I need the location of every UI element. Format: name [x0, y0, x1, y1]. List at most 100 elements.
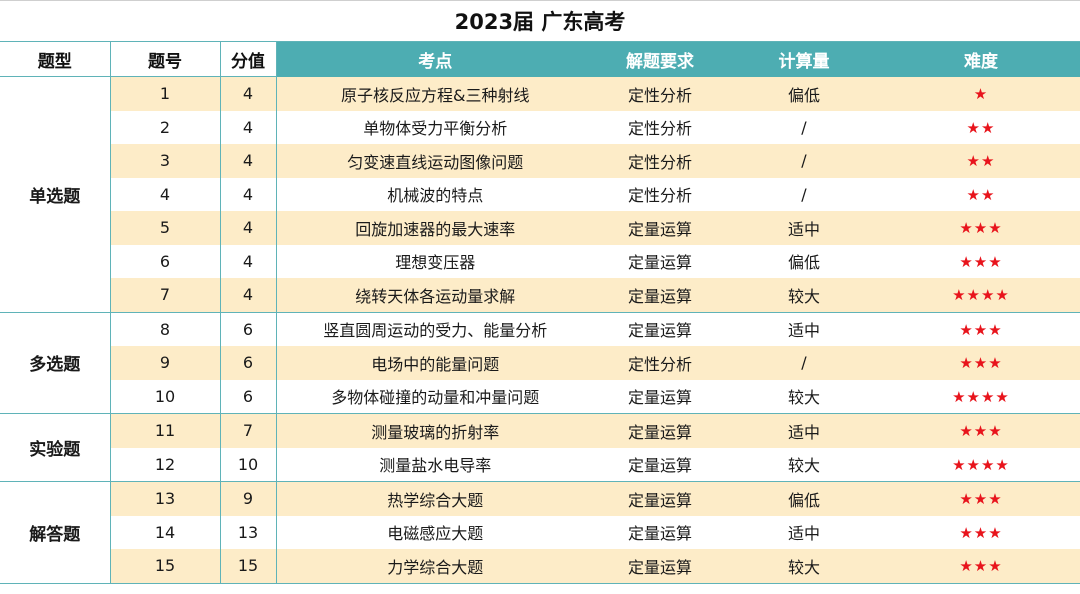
star-icon: ★★ [966, 118, 996, 137]
sheet-title: 2023届 广东高考 [0, 0, 1080, 42]
topic-cell: 电场中的能量问题 [276, 346, 594, 380]
question-number-cell: 2 [110, 110, 221, 144]
score-cell: 15 [220, 549, 277, 584]
difficulty-stars: ★★★★ [882, 447, 1080, 482]
question-number-cell: 6 [110, 244, 221, 278]
question-type-cell: 解答题 [0, 481, 111, 584]
header-requirement: 解题要求 [594, 42, 726, 77]
question-number-cell: 3 [110, 144, 221, 178]
calculation-cell: 较大 [726, 447, 882, 482]
difficulty-stars: ★★ [882, 144, 1080, 178]
table-row: 15 15 力学综合大题 定量运算 较大 ★★★ [0, 549, 1080, 584]
difficulty-stars: ★★★ [882, 211, 1080, 245]
topic-cell: 原子核反应方程&三种射线 [276, 76, 594, 111]
difficulty-stars: ★★ [882, 177, 1080, 211]
star-icon: ★★★ [959, 354, 1003, 373]
question-number-cell: 11 [110, 413, 221, 448]
question-number-cell: 10 [110, 379, 221, 414]
topic-cell: 测量玻璃的折射率 [276, 413, 594, 448]
table-row: 解答题 13 9 热学综合大题 定量运算 偏低 ★★★ [0, 481, 1080, 584]
requirement-cell: 定性分析 [594, 346, 726, 380]
star-icon: ★★★ [959, 523, 1003, 542]
difficulty-stars: ★★★ [882, 515, 1080, 549]
header-number: 题号 [110, 42, 221, 77]
requirement-cell: 定量运算 [594, 413, 726, 448]
table-row: 实验题 11 7 测量玻璃的折射率 定量运算 适中 ★★★ [0, 413, 1080, 482]
requirement-cell: 定性分析 [594, 144, 726, 178]
star-icon: ★★★ [959, 490, 1003, 509]
table-row: 12 10 测量盐水电导率 定量运算 较大 ★★★★ [0, 447, 1080, 482]
star-icon: ★★★ [959, 252, 1003, 271]
topic-cell: 匀变速直线运动图像问题 [276, 144, 594, 178]
requirement-cell: 定量运算 [594, 211, 726, 245]
requirement-cell: 定量运算 [594, 515, 726, 549]
exam-table: 题型 题号 分值 考点 解题要求 计算量 难度 单选题 1 4 原子核反应方程&三种射… [0, 42, 1080, 584]
question-type-cell: 多选题 [0, 312, 111, 414]
requirement-cell: 定量运算 [594, 379, 726, 414]
question-number-cell: 15 [110, 549, 221, 584]
question-number-cell: 14 [110, 515, 221, 549]
score-cell: 13 [220, 515, 277, 549]
table-row: 10 6 多物体碰撞的动量和冲量问题 定量运算 较大 ★★★★ [0, 379, 1080, 414]
requirement-cell: 定量运算 [594, 278, 726, 313]
score-cell: 4 [220, 76, 277, 111]
header-topic: 考点 [276, 42, 594, 77]
header-difficulty: 难度 [882, 42, 1080, 77]
header-row: 题型 题号 分值 考点 解题要求 计算量 难度 [0, 42, 1080, 77]
score-cell: 7 [220, 413, 277, 448]
header-calculation: 计算量 [726, 42, 882, 77]
topic-cell: 绕转天体各运动量求解 [276, 278, 594, 313]
star-icon: ★★★ [959, 422, 1003, 441]
difficulty-stars: ★★★ [882, 244, 1080, 278]
calculation-cell: / [726, 346, 882, 380]
difficulty-stars: ★★★ [882, 346, 1080, 380]
table-row: 单选题 1 4 原子核反应方程&三种射线 定性分析 偏低 ★ [0, 76, 1080, 313]
table-body: 单选题 1 4 原子核反应方程&三种射线 定性分析 偏低 ★ 2 4 单物体受力平衡分析 定性分析 /… [0, 76, 1080, 584]
requirement-cell: 定量运算 [594, 549, 726, 584]
requirement-cell: 定量运算 [594, 244, 726, 278]
calculation-cell: / [726, 110, 882, 144]
topic-cell: 测量盐水电导率 [276, 447, 594, 482]
difficulty-stars: ★ [882, 76, 1080, 111]
question-number-cell: 5 [110, 211, 221, 245]
topic-cell: 热学综合大题 [276, 481, 594, 516]
calculation-cell: 偏低 [726, 76, 882, 111]
difficulty-stars: ★★★ [882, 312, 1080, 346]
star-icon: ★★★ [959, 219, 1003, 238]
table-row: 3 4 匀变速直线运动图像问题 定性分析 / ★★ [0, 144, 1080, 178]
star-icon: ★★★★ [952, 387, 1010, 406]
calculation-cell: 偏低 [726, 481, 882, 516]
difficulty-stars: ★★★ [882, 549, 1080, 584]
score-cell: 4 [220, 110, 277, 144]
calculation-cell: 较大 [726, 549, 882, 584]
header-type: 题型 [0, 42, 111, 77]
calculation-cell: 较大 [726, 278, 882, 313]
star-icon: ★ [973, 85, 989, 104]
table-row: 14 13 电磁感应大题 定量运算 适中 ★★★ [0, 515, 1080, 549]
question-number-cell: 9 [110, 346, 221, 380]
question-type-cell: 实验题 [0, 413, 111, 482]
difficulty-stars: ★★ [882, 110, 1080, 144]
calculation-cell: 适中 [726, 312, 882, 346]
score-cell: 4 [220, 144, 277, 178]
question-number-cell: 8 [110, 312, 221, 346]
score-cell: 6 [220, 346, 277, 380]
table-row: 多选题 8 6 竖直圆周运动的受力、能量分析 定量运算 适中 ★★★ [0, 312, 1080, 414]
calculation-cell: 适中 [726, 413, 882, 448]
star-icon: ★★★ [959, 320, 1003, 339]
requirement-cell: 定性分析 [594, 76, 726, 111]
question-number-cell: 12 [110, 447, 221, 482]
star-icon: ★★ [966, 152, 996, 171]
topic-cell: 回旋加速器的最大速率 [276, 211, 594, 245]
score-cell: 4 [220, 177, 277, 211]
requirement-cell: 定量运算 [594, 481, 726, 516]
requirement-cell: 定性分析 [594, 177, 726, 211]
calculation-cell: / [726, 177, 882, 211]
table-row: 7 4 绕转天体各运动量求解 定量运算 较大 ★★★★ [0, 278, 1080, 313]
topic-cell: 力学综合大题 [276, 549, 594, 584]
question-type-cell: 单选题 [0, 76, 111, 313]
table-row: 4 4 机械波的特点 定性分析 / ★★ [0, 177, 1080, 211]
calculation-cell: 偏低 [726, 244, 882, 278]
calculation-cell: 适中 [726, 515, 882, 549]
